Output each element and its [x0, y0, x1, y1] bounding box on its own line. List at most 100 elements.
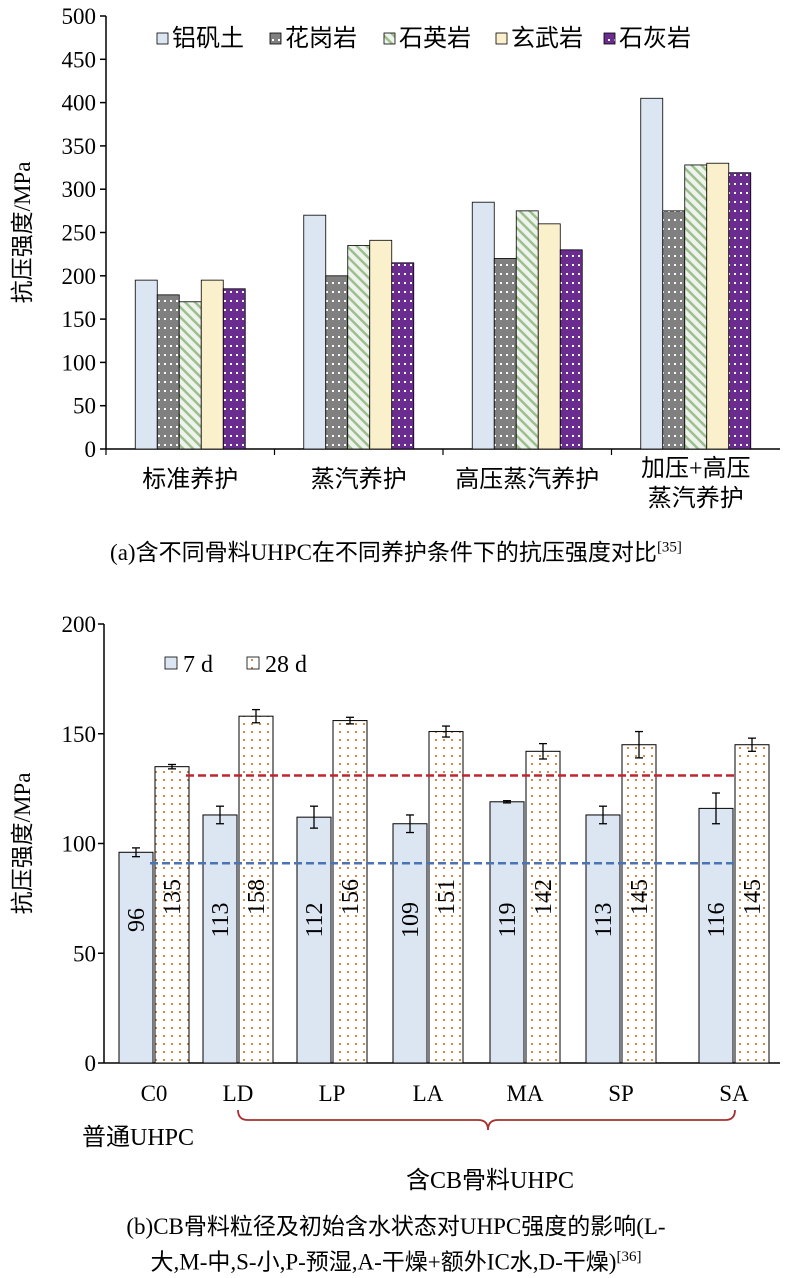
- legend-label-4: 石灰岩: [619, 25, 691, 52]
- bar-1-5: [621, 744, 657, 1064]
- bar-1-0: [156, 294, 180, 450]
- y-axis-label: 抗压强度/MPa: [10, 773, 35, 915]
- group-label-0: 普通UHPC: [82, 1124, 194, 1151]
- bar-2-3: [684, 164, 708, 450]
- bar-1-1: [238, 715, 274, 1064]
- y-tick-label: 500: [62, 4, 97, 29]
- data-label: 116: [704, 902, 730, 937]
- y-tick-label: 150: [62, 722, 97, 747]
- data-label: 142: [531, 879, 557, 915]
- bar-0-1: [202, 814, 238, 1064]
- bar-3-2: [537, 223, 561, 450]
- legend-swatch-0: [164, 656, 178, 670]
- x-tick-label: 蒸汽养护: [311, 466, 407, 493]
- legend-swatch-1: [269, 32, 282, 45]
- data-label: 96: [124, 908, 150, 932]
- bar-1-6: [734, 744, 770, 1064]
- caption-a-ref: [35]: [656, 539, 682, 556]
- y-tick-label: 100: [62, 350, 97, 375]
- bar-2-0: [178, 301, 202, 450]
- bar-1-1: [325, 275, 349, 450]
- caption-a-text: (a)含不同骨料UHPC在不同养护条件下的抗压强度对比: [110, 540, 657, 565]
- x-tick-label: 蒸汽养护: [648, 485, 744, 512]
- bar-1-4: [525, 750, 561, 1064]
- x-tick-label: SA: [719, 1081, 749, 1106]
- bar-1-2: [493, 258, 517, 450]
- y-tick-label: 100: [62, 832, 97, 857]
- bar-0-5: [585, 814, 621, 1064]
- bar-2-2: [515, 210, 539, 450]
- legend-swatch-4: [603, 32, 616, 45]
- legend-label-0: 铝矾土: [172, 25, 244, 52]
- bar-0-3: [640, 97, 664, 450]
- data-label: 158: [244, 879, 270, 915]
- data-label: 113: [591, 902, 617, 937]
- legend-swatch-1: [246, 656, 260, 670]
- x-tick-label: 标准养护: [142, 466, 238, 493]
- bar-0-2: [296, 816, 332, 1064]
- y-tick-label: 50: [73, 941, 96, 966]
- y-tick-label: 200: [62, 612, 97, 637]
- data-label: 112: [302, 902, 328, 937]
- caption-b: (b)CB骨料粒径及初始含水状态对UHPC强度的影响(L- 大,M-中,S-小,…: [0, 1212, 792, 1278]
- y-tick-label: 200: [62, 264, 97, 289]
- bar-4-1: [391, 262, 415, 450]
- bar-1-3: [662, 210, 686, 450]
- caption-b-line2: 大,M-中,S-小,P-预湿,A-干燥+额外IC水,D-干燥)[36]: [0, 1242, 792, 1278]
- y-tick-label: 300: [62, 177, 97, 202]
- data-label: 135: [160, 879, 186, 915]
- x-tick-label: LA: [413, 1081, 444, 1106]
- bar-3-0: [200, 279, 224, 450]
- legend-swatch-2: [383, 32, 396, 45]
- bar-4-2: [559, 249, 583, 450]
- data-label: 151: [434, 879, 460, 915]
- y-tick-label: 450: [62, 47, 97, 72]
- x-tick-label: MA: [506, 1081, 543, 1106]
- bar-2-1: [347, 245, 371, 450]
- y-tick-label: 0: [85, 1051, 97, 1076]
- bar-4-0: [222, 288, 246, 450]
- x-tick-label: 高压蒸汽养护: [455, 466, 599, 493]
- y-tick-label: 350: [62, 134, 97, 159]
- caption-b-line2-text: 大,M-中,S-小,P-预湿,A-干燥+额外IC水,D-干燥): [150, 1249, 617, 1275]
- bar-0-0: [118, 851, 154, 1064]
- data-label: 145: [740, 879, 766, 915]
- caption-a: (a)含不同骨料UHPC在不同养护条件下的抗压强度对比[35]: [0, 533, 792, 567]
- legend-swatch-0: [156, 32, 169, 45]
- y-tick-label: 150: [62, 307, 97, 332]
- x-tick-label: 加压+高压: [641, 455, 751, 482]
- x-tick-label: C0: [141, 1081, 168, 1106]
- x-tick-label: SP: [608, 1081, 634, 1106]
- x-tick-label: LP: [319, 1081, 346, 1106]
- bar-1-0: [154, 766, 190, 1064]
- bar-0-2: [471, 201, 495, 450]
- data-label: 145: [627, 879, 653, 915]
- y-tick-label: 250: [62, 221, 97, 246]
- legend-label-1: 28 d: [265, 652, 307, 678]
- bar-0-6: [698, 807, 734, 1064]
- legend-label-0: 7 d: [183, 652, 213, 678]
- bar-1-3: [428, 731, 464, 1064]
- bar-0-3: [392, 823, 428, 1064]
- data-label: 119: [495, 902, 521, 937]
- caption-b-line1: (b)CB骨料粒径及初始含水状态对UHPC强度的影响(L-: [126, 1214, 666, 1239]
- group-brace: [237, 1109, 736, 1131]
- y-tick-label: 400: [62, 91, 97, 116]
- group-label-1: 含CB骨料UHPC: [406, 1167, 574, 1194]
- bar-3-3: [706, 162, 730, 450]
- y-tick-label: 0: [85, 437, 97, 462]
- chart-b: 0 50 100 150 200 抗压强度/MPa C0 LD LP LA MA SP SA 96 135…: [10, 612, 780, 1194]
- bar-0-0: [134, 279, 158, 450]
- bar-0-1: [303, 214, 327, 450]
- y-axis-label: 抗压强度/MPa: [10, 162, 35, 304]
- legend-label-3: 玄武岩: [511, 25, 583, 52]
- bar-1-2: [332, 720, 368, 1064]
- legend-label-2: 石英岩: [399, 25, 471, 52]
- x-tick-label: LD: [223, 1081, 254, 1106]
- bar-3-1: [369, 239, 393, 450]
- data-label: 109: [398, 902, 424, 938]
- data-label: 113: [208, 902, 234, 937]
- bar-0-4: [489, 801, 525, 1064]
- bar-4-3: [728, 172, 752, 450]
- legend-label-1: 花岗岩: [285, 25, 357, 52]
